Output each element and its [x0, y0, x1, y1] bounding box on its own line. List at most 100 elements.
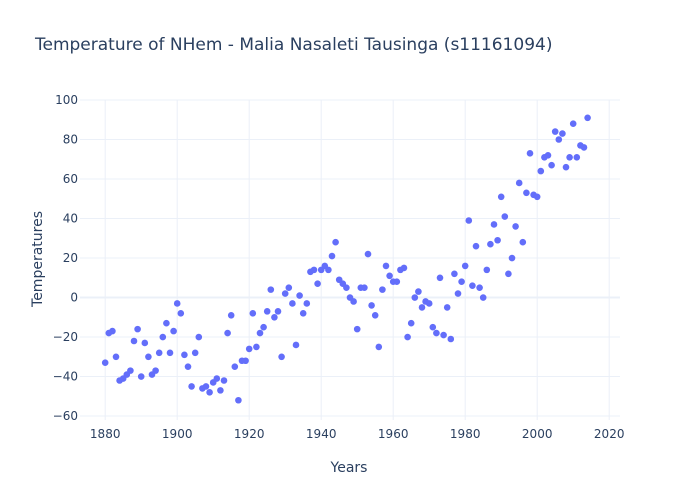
data-point — [263, 308, 271, 315]
data-point — [494, 236, 501, 244]
data-point — [569, 120, 577, 128]
data-point — [328, 252, 336, 260]
data-point — [109, 327, 116, 335]
chart-title: Temperature of NHem - Malia Nasaleti Tau… — [34, 35, 552, 55]
data-point — [497, 193, 505, 201]
data-point — [364, 250, 372, 258]
data-point — [566, 153, 573, 161]
data-point — [418, 304, 426, 311]
data-point — [253, 343, 260, 351]
data-point — [400, 264, 408, 272]
x-tick-label: 2020 — [594, 427, 625, 441]
data-point — [245, 345, 253, 353]
data-point — [382, 262, 390, 270]
data-point — [181, 351, 188, 359]
data-point — [562, 163, 570, 171]
y-tick-label: 60 — [63, 172, 78, 186]
y-tick-label: 40 — [63, 212, 78, 226]
data-point — [170, 327, 177, 335]
data-points — [101, 114, 591, 404]
data-point — [404, 333, 411, 341]
data-point — [487, 240, 494, 248]
data-point — [249, 310, 257, 317]
data-point — [379, 286, 386, 293]
data-point — [141, 339, 149, 347]
x-tick-label: 1980 — [450, 427, 481, 441]
data-point — [505, 270, 512, 278]
data-point — [278, 353, 285, 361]
data-point — [501, 213, 509, 220]
data-point — [519, 238, 527, 246]
data-point — [515, 179, 523, 187]
data-point — [163, 319, 170, 327]
data-point — [260, 323, 267, 331]
data-point — [231, 363, 239, 370]
data-point — [573, 153, 581, 161]
data-point — [469, 282, 476, 289]
data-point — [411, 294, 419, 301]
data-point — [483, 266, 491, 274]
data-point — [101, 359, 109, 367]
data-point — [533, 193, 541, 201]
data-point — [393, 278, 401, 286]
data-point — [508, 254, 516, 262]
x-tick-label: 1940 — [306, 427, 337, 441]
data-point — [159, 333, 167, 341]
data-point — [555, 136, 563, 143]
data-point — [112, 353, 120, 361]
x-tick-label: 1900 — [162, 427, 193, 441]
y-tick-label: 80 — [63, 133, 78, 147]
data-point — [134, 325, 141, 333]
data-point — [188, 383, 195, 390]
data-point — [137, 373, 145, 380]
x-axis-title: Years — [330, 460, 368, 476]
data-point — [476, 284, 483, 291]
data-point — [580, 144, 588, 151]
data-point — [227, 312, 235, 319]
x-axis-ticks: 1880 1900 1920 1940 1960 1980 2000 2020 — [90, 427, 625, 441]
data-point — [206, 389, 213, 396]
data-point — [361, 284, 368, 291]
data-point — [235, 396, 242, 404]
data-point — [332, 238, 339, 246]
data-point — [130, 337, 138, 345]
data-point — [548, 161, 555, 169]
data-point — [191, 349, 199, 357]
data-point — [386, 272, 393, 280]
y-tick-label: 20 — [63, 251, 78, 265]
y-tick-label: −40 — [53, 370, 78, 384]
data-point — [343, 284, 350, 291]
data-point — [256, 329, 264, 337]
data-point — [202, 383, 210, 390]
data-point — [490, 221, 498, 228]
x-tick-label: 2000 — [522, 427, 553, 441]
data-point — [325, 266, 332, 274]
y-tick-label: 100 — [55, 93, 78, 107]
data-point — [461, 262, 469, 270]
data-point — [353, 325, 361, 333]
data-point — [177, 310, 185, 317]
x-tick-label: 1920 — [234, 427, 265, 441]
data-point — [314, 280, 321, 288]
y-tick-label: −20 — [53, 330, 78, 344]
data-point — [350, 298, 357, 305]
y-axis-title: Temperatures — [30, 211, 46, 308]
data-point — [472, 242, 480, 250]
data-point — [299, 310, 307, 317]
data-point — [213, 375, 221, 382]
data-point — [127, 367, 134, 374]
data-point — [447, 335, 455, 343]
data-point — [195, 333, 203, 341]
data-point — [537, 167, 545, 175]
data-point — [375, 343, 383, 351]
data-point — [584, 114, 591, 122]
data-point — [166, 349, 174, 357]
data-point — [285, 284, 293, 291]
data-point — [523, 189, 530, 197]
data-point — [458, 278, 465, 286]
data-point — [425, 300, 433, 307]
data-point — [224, 329, 231, 337]
y-tick-label: −60 — [53, 409, 78, 423]
data-point — [145, 353, 152, 361]
